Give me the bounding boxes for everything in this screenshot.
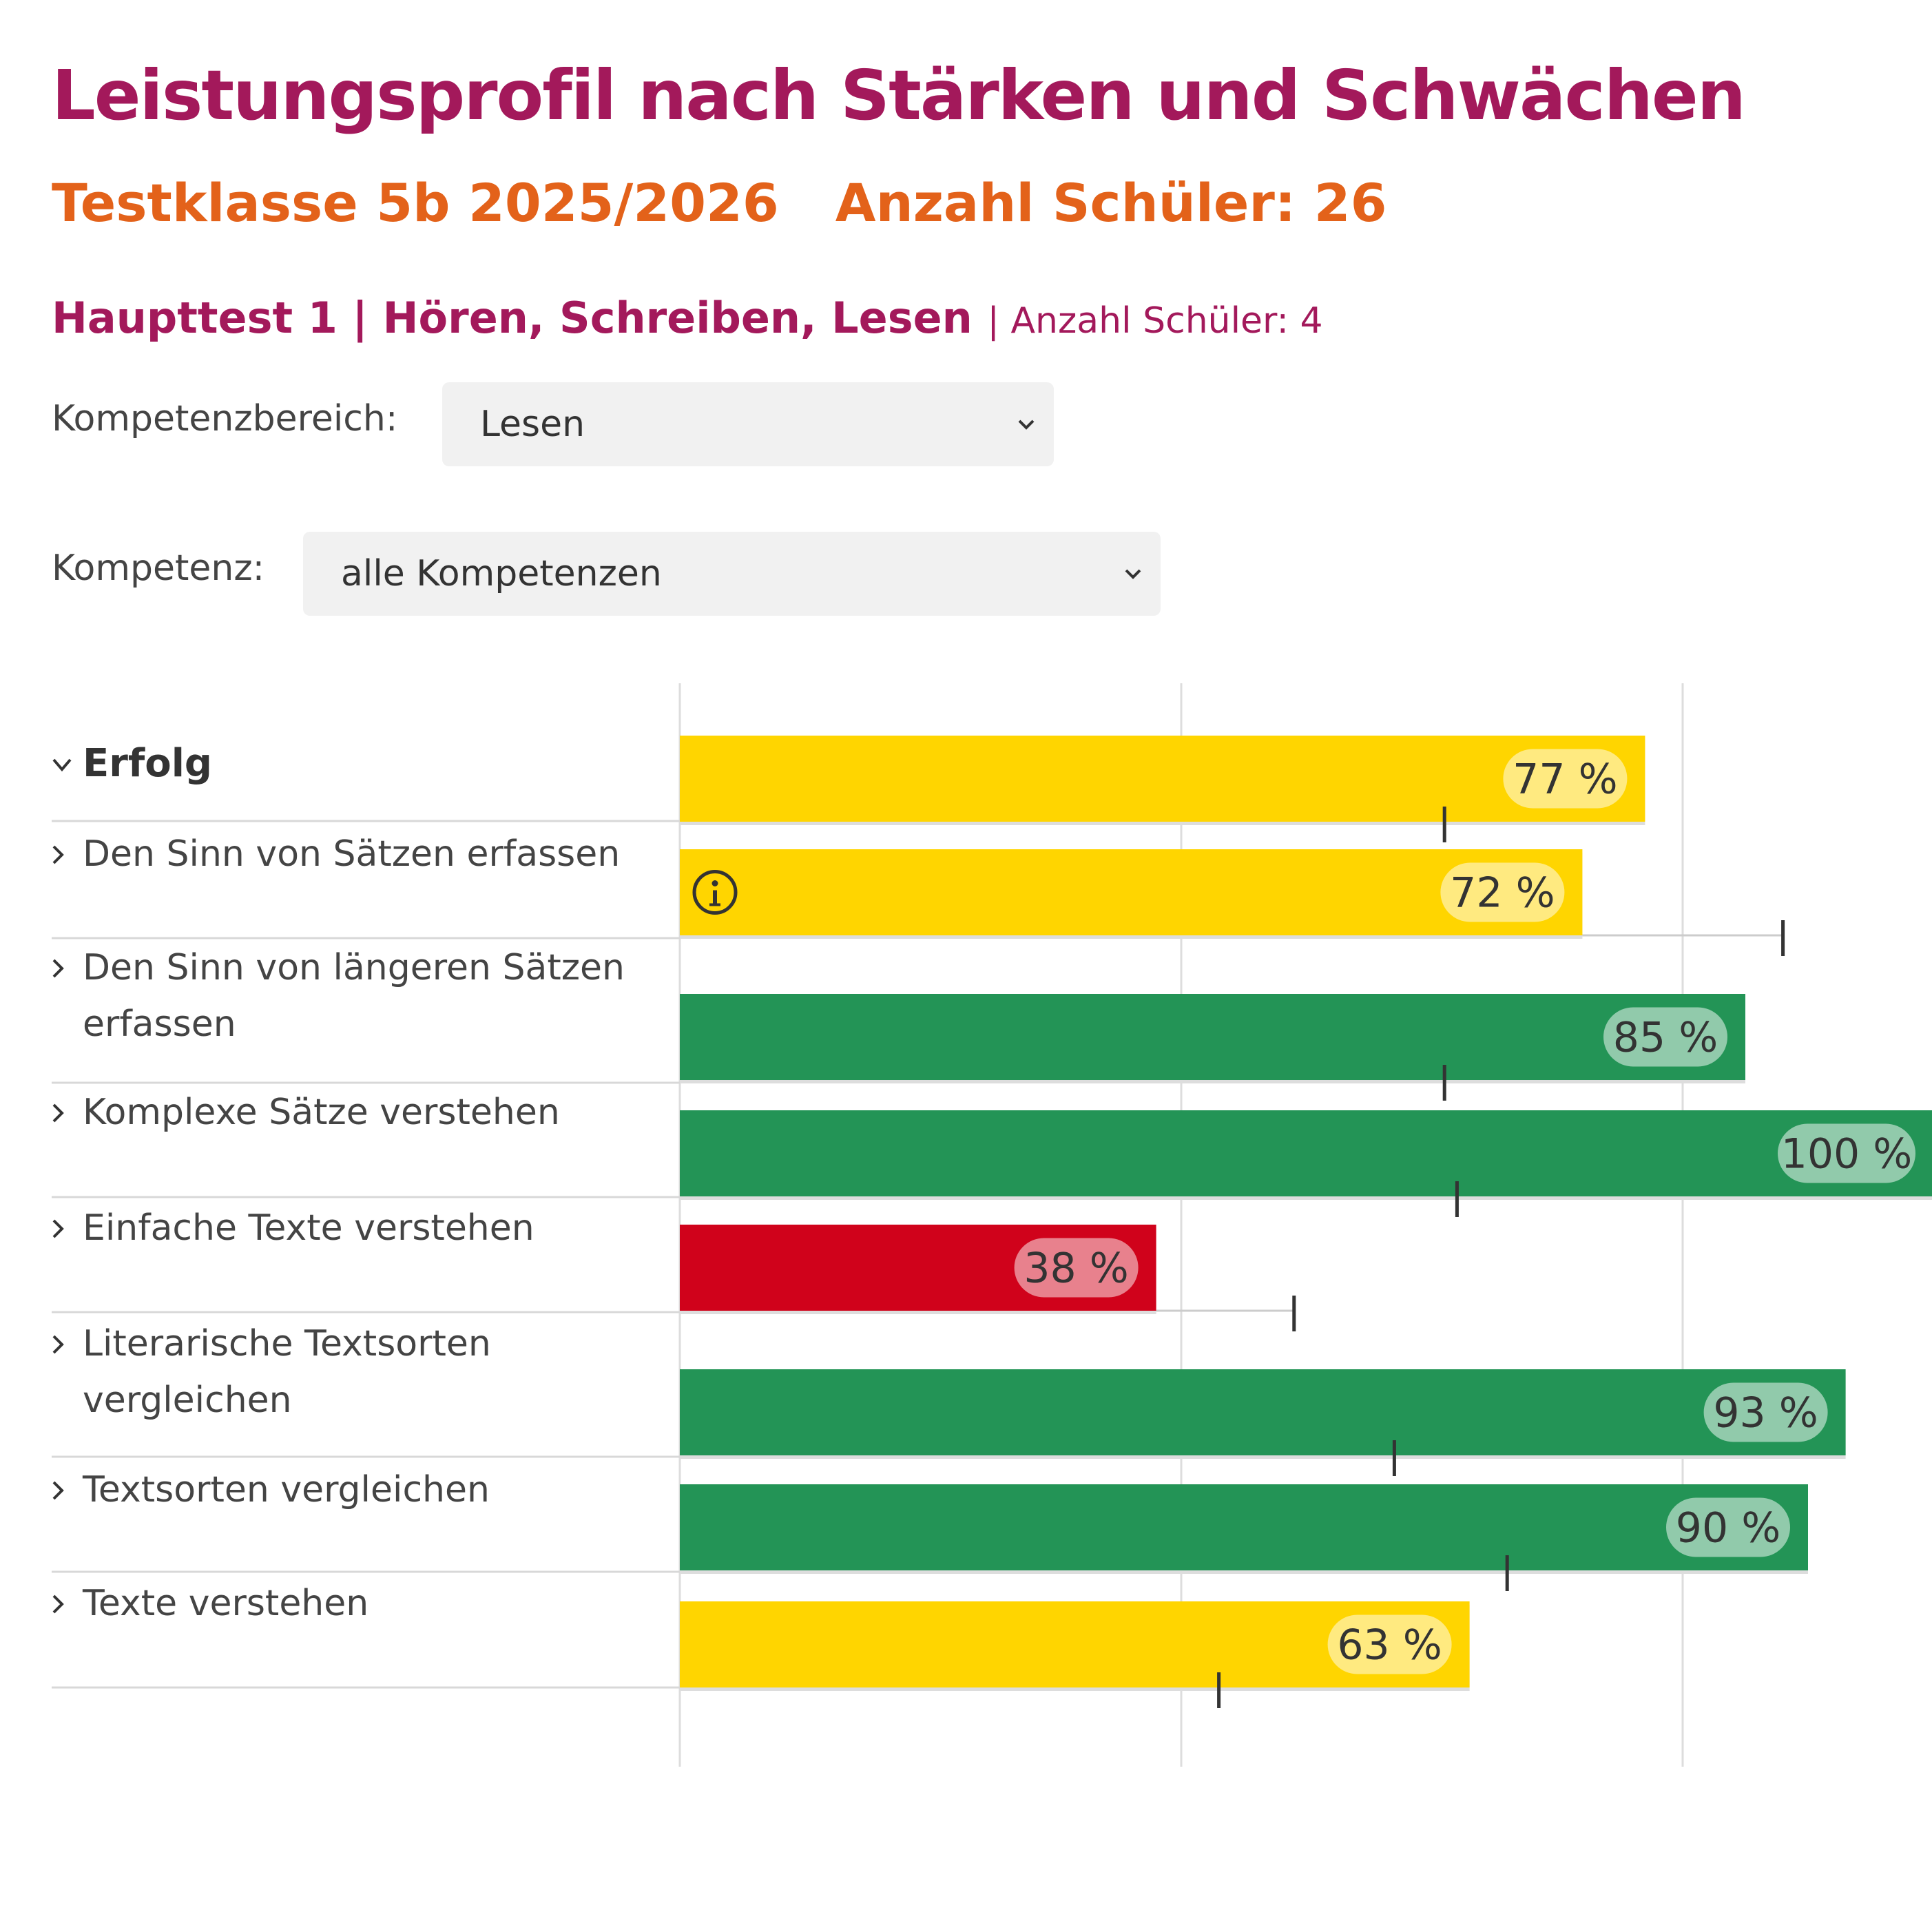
chevron-right-icon[interactable] [52,1481,64,1500]
competence-row[interactable]: Texte verstehen 63 % [52,1583,1470,1708]
row-label: Den Sinn von Sätzen erfassen [83,833,620,875]
value-label: 63 % [1337,1621,1442,1670]
value-label: 38 % [1024,1245,1128,1293]
area-select-value: Lesen [480,404,585,445]
competence-select[interactable]: alle Kompetenzen [303,532,1161,616]
value-label: 85 % [1613,1014,1718,1062]
bar[interactable] [680,1484,1808,1570]
row-label: Komplexe Sätze verstehen [83,1092,560,1133]
competence-row[interactable]: Einfache Texte verstehen 38 % [52,1207,1296,1331]
value-pill [1014,1238,1139,1298]
row-label: Literarische Textsorten vergleichen [83,1323,491,1421]
value-pill [1703,1382,1828,1442]
value-pill [1778,1123,1915,1183]
summary-row[interactable]: Erfolg 77 % [52,736,1645,842]
competence-filter-label: Kompetenz: [52,548,265,589]
area-select[interactable]: Lesen [442,382,1054,466]
chevron-right-icon[interactable] [52,1335,64,1354]
row-label: Texte verstehen [82,1583,368,1624]
value-pill [1666,1497,1790,1557]
value-label: 77 % [1513,756,1617,804]
test-heading: Haupttest 1 | Hören, Schreiben, Lesen | … [52,293,1323,343]
row-label: Textsorten vergleichen [82,1469,490,1510]
chevron-right-icon[interactable] [52,1103,64,1123]
competence-row[interactable]: Literarische Textsorten vergleichen 93 % [52,1323,1846,1476]
bar[interactable] [680,849,1583,935]
bar[interactable] [680,994,1745,1080]
bar[interactable] [680,1369,1846,1455]
chevron-down-icon[interactable] [52,758,72,772]
chevron-down-icon [1018,419,1035,430]
row-label: Einfache Texte verstehen [83,1207,534,1249]
area-filter-label: Kompetenzbereich: [52,398,398,439]
value-label: 90 % [1676,1504,1780,1552]
row-label: Erfolg [83,741,212,786]
chevron-right-icon[interactable] [52,845,64,864]
competence-select-value: alle Kompetenzen [341,553,662,594]
chevron-down-icon [1125,569,1141,579]
value-pill [1327,1614,1452,1674]
chart-rows: Erfolg 77 % Den Sinn von Sätzen erfassen 72… [52,736,1932,1708]
class-label: Testklasse 5b 2025/2026 [52,172,779,233]
competence-row[interactable]: Den Sinn von Sätzen erfassen 72 % [52,833,1785,956]
competence-row[interactable]: Komplexe Sätze verstehen 100 % [52,1092,1932,1217]
competence-row[interactable]: Den Sinn von längeren Sätzen erfassen 85 % [52,947,1745,1101]
bar[interactable] [680,736,1645,822]
value-label: 72 % [1450,869,1555,917]
info-icon[interactable] [692,870,738,915]
chevron-right-icon[interactable] [52,1595,64,1614]
value-pill [1503,749,1628,809]
value-label: 93 % [1713,1389,1818,1437]
value-label: 100 % [1781,1130,1913,1178]
competence-row[interactable]: Textsorten vergleichen 90 % [52,1469,1808,1591]
value-pill [1440,862,1565,922]
page-title: Leistungsprofil nach Stärken und Schwäch… [52,55,1746,136]
test-student-count: | Anzahl Schüler: 4 [987,300,1323,342]
class-info: Testklasse 5b 2025/2026 Anzahl Schüler: 2… [52,172,1444,233]
test-title: Haupttest 1 | Hören, Schreiben, Lesen [52,293,973,343]
chevron-right-icon[interactable] [52,1219,64,1238]
row-label: Den Sinn von längeren Sätzen erfassen [83,947,625,1045]
bar[interactable] [680,1110,1932,1196]
value-pill [1603,1007,1727,1067]
class-student-count: Anzahl Schüler: 26 [835,172,1387,233]
chevron-right-icon[interactable] [52,959,64,978]
